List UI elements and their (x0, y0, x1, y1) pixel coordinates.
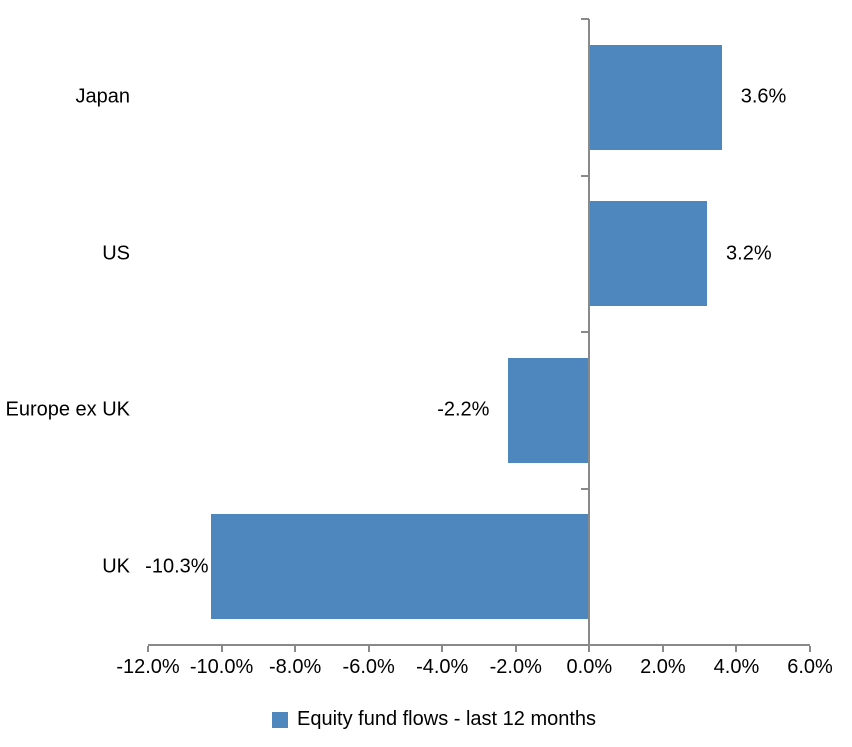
bar (508, 357, 590, 463)
x-axis-tick (441, 646, 444, 652)
legend-swatch-icon (272, 711, 288, 728)
bar (589, 44, 722, 150)
x-axis-tick-label: 0.0% (566, 656, 613, 678)
x-axis-tick (588, 646, 591, 652)
category-label: Europe ex UK (5, 398, 130, 421)
x-axis-tick (809, 646, 811, 652)
x-axis-tick-label: 6.0% (787, 656, 833, 678)
y-axis-tick (581, 174, 590, 177)
x-axis-tick (147, 646, 149, 652)
data-label: -2.2% (437, 398, 490, 421)
y-axis-tick (581, 18, 590, 20)
bar (210, 514, 590, 620)
x-axis-tick-label: -4.0% (416, 656, 469, 678)
data-label: 3.6% (740, 85, 787, 108)
y-axis-tick (581, 331, 590, 333)
x-axis-tick-label: -10.0% (189, 656, 254, 678)
x-axis-tick (661, 646, 664, 652)
legend-label: Equity fund flows - last 12 months (297, 708, 597, 730)
x-axis-tick (294, 646, 297, 652)
legend: Equity fund flows - last 12 months (272, 708, 596, 731)
x-axis-tick (367, 646, 370, 652)
x-axis-tick-label: -8.0% (268, 656, 322, 678)
category-label: Japan (75, 85, 131, 108)
x-axis-tick-label: -12.0% (116, 656, 180, 678)
data-label: 3.2% (726, 242, 772, 265)
x-axis-tick (514, 646, 517, 652)
category-label: UK (102, 555, 130, 578)
x-axis-tick-label: -2.0% (489, 656, 542, 678)
x-axis-tick-label: 2.0% (640, 656, 686, 678)
x-axis-tick-label: 4.0% (713, 656, 760, 678)
data-label: -10.3% (145, 555, 209, 578)
x-axis-line (148, 644, 810, 646)
category-label: US (102, 242, 130, 265)
x-axis-tick (220, 646, 223, 652)
x-axis-tick-label: -6.0% (342, 656, 395, 678)
x-axis-tick (735, 646, 738, 652)
y-axis-tick (581, 487, 590, 490)
bar (589, 201, 708, 307)
